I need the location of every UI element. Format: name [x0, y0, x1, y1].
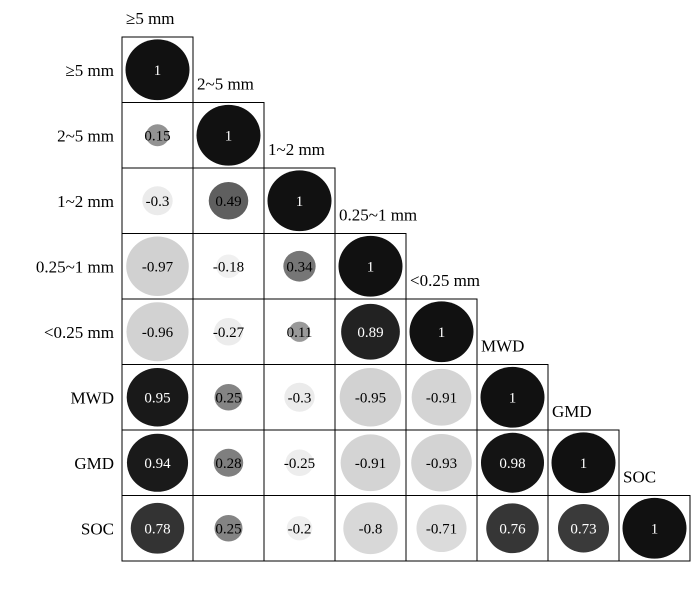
correlation-value-label: 0.98 — [499, 456, 525, 472]
row-label: 2~5 mm — [57, 126, 114, 145]
correlation-value-label: 0.94 — [144, 456, 171, 472]
correlation-value-label: -0.25 — [284, 456, 315, 472]
correlation-circle — [480, 432, 545, 493]
correlation-value-label: -0.2 — [288, 521, 312, 537]
correlation-value-label: -0.3 — [146, 194, 170, 210]
row-label: GMD — [74, 454, 114, 473]
correlation-value-label: -0.8 — [359, 521, 383, 537]
correlation-circle — [267, 170, 332, 232]
correlation-value-label: 1 — [438, 325, 446, 341]
correlation-circle — [339, 367, 402, 427]
correlation-circle — [125, 39, 190, 101]
correlation-value-label: -0.97 — [142, 259, 174, 275]
row-label: ≥5 mm — [65, 61, 114, 80]
correlation-value-label: 0.34 — [286, 259, 313, 275]
correlation-value-label: 1 — [580, 456, 588, 472]
correlation-circle — [126, 367, 189, 427]
column-label: 2~5 mm — [197, 75, 254, 94]
correlation-circle — [622, 497, 687, 559]
correlation-value-label: 0.89 — [357, 325, 383, 341]
correlation-circle — [145, 124, 170, 147]
correlation-value-label: 0.11 — [287, 325, 313, 341]
correlation-circle — [343, 502, 398, 555]
correlation-value-label: -0.91 — [355, 456, 386, 472]
correlation-circle — [551, 432, 616, 494]
correlation-circle — [214, 383, 243, 411]
correlation-circle — [208, 181, 249, 220]
correlation-value-label: 0.25 — [215, 521, 241, 537]
correlation-value-label: 0.73 — [570, 521, 596, 537]
row-label: <0.25 mm — [44, 323, 114, 342]
correlation-value-label: -0.91 — [426, 390, 457, 406]
correlation-value-label: 0.95 — [144, 390, 170, 406]
row-label: SOC — [81, 519, 114, 538]
correlation-value-label: 1 — [296, 194, 304, 210]
row-label: 1~2 mm — [57, 192, 114, 211]
correlation-value-label: -0.18 — [213, 259, 244, 275]
correlation-circle — [283, 250, 316, 282]
column-label: MWD — [481, 337, 524, 356]
correlation-value-label: 1 — [154, 63, 162, 79]
correlation-value-label: -0.71 — [426, 521, 457, 537]
column-label: GMD — [552, 402, 592, 421]
column-label: ≥5 mm — [126, 9, 175, 28]
correlation-circle — [416, 504, 467, 553]
correlation-value-label: 1 — [367, 259, 375, 275]
correlation-value-label: 0.28 — [215, 456, 241, 472]
correlation-value-label: -0.27 — [213, 325, 245, 341]
correlation-circle — [285, 449, 314, 477]
correlation-value-label: 1 — [509, 390, 517, 406]
correlation-value-label: 0.49 — [215, 194, 241, 210]
row-label: 0.25~1 mm — [36, 257, 114, 276]
correlation-circle — [213, 448, 244, 477]
correlation-circle — [341, 303, 400, 360]
correlation-circle — [486, 503, 539, 554]
correlation-circle — [214, 514, 243, 542]
correlation-value-label: 0.25 — [215, 390, 241, 406]
correlation-value-label: -0.3 — [288, 390, 312, 406]
correlation-value-label: 0.15 — [144, 128, 170, 144]
correlation-circle — [196, 104, 261, 166]
correlation-value-label: 1 — [225, 128, 233, 144]
correlation-circle — [288, 321, 311, 342]
correlation-circle — [126, 236, 189, 296]
correlation-value-label: 1 — [651, 521, 659, 537]
column-label: 1~2 mm — [268, 140, 325, 159]
correlation-circle — [142, 186, 173, 216]
correlation-circle — [411, 368, 472, 426]
correlation-circle — [130, 502, 185, 554]
column-label: <0.25 mm — [410, 271, 480, 290]
column-label: 0.25~1 mm — [339, 206, 417, 225]
correlation-value-label: -0.93 — [426, 456, 457, 472]
correlation-circle — [216, 254, 241, 278]
correlation-circle — [480, 366, 545, 428]
correlation-circle — [126, 302, 189, 362]
correlation-circle — [340, 434, 401, 492]
correlation-circle — [409, 301, 474, 363]
correlation-circle — [284, 382, 315, 412]
row-label: MWD — [71, 388, 114, 407]
correlation-circle — [338, 235, 403, 297]
correlation-value-label: 0.78 — [144, 521, 170, 537]
matrix-cell — [618, 495, 691, 562]
column-label: SOC — [623, 468, 656, 487]
correlation-value-label: 0.76 — [499, 521, 526, 537]
correlation-circle — [411, 433, 472, 492]
correlation-circle — [214, 317, 243, 346]
correlation-value-label: -0.96 — [142, 325, 174, 341]
correlation-circle — [557, 504, 610, 553]
correlation-circle — [126, 433, 189, 492]
correlation-circle — [286, 516, 313, 541]
correlation-value-label: -0.95 — [355, 390, 386, 406]
